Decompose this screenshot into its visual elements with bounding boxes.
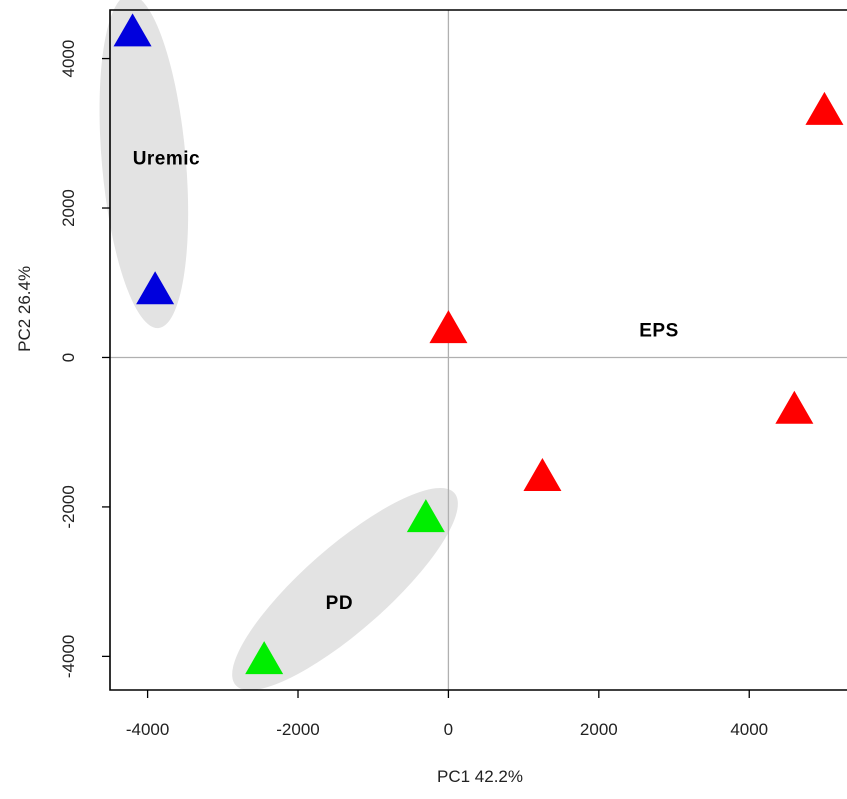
point-pd-1 [406,499,445,533]
group-label-uremic: Uremic [133,148,200,169]
y-tick-label: -2000 [59,485,78,528]
ellipse-pd [232,488,458,691]
ellipse-uremic [99,0,189,329]
x-tick-label: -2000 [276,720,319,739]
point-eps-3 [775,390,814,424]
group-label-eps: EPS [639,320,679,341]
y-tick-label: 0 [59,353,78,362]
axes: -4000 -2000 0 2000 4000 -4000 -2000 0 2000 4000 PC… [15,9,847,786]
y-tick-label: 4000 [59,40,78,78]
x-tick-label: 2000 [580,720,618,739]
y-tick-label: 2000 [59,189,78,227]
reference-lines [110,10,847,690]
y-tick-label: -4000 [59,635,78,678]
point-eps-4 [805,91,844,125]
point-uremic-1 [113,13,152,47]
x-axis-title: PC1 42.2% [437,767,523,786]
group-label-pd: PD [326,593,353,614]
point-eps-1 [429,310,468,344]
plot-frame [109,9,847,691]
data-points [113,13,844,675]
group-ellipses [99,0,458,691]
y-axis-title: PC2 26.4% [15,266,34,352]
point-eps-2 [523,458,562,492]
x-tick-label: 4000 [730,720,768,739]
point-pd-2 [245,641,284,675]
x-tick-label: 0 [444,720,453,739]
x-tick-label: -4000 [126,720,169,739]
point-uremic-2 [136,271,175,305]
group-labels: Uremic PD EPS [133,148,679,614]
